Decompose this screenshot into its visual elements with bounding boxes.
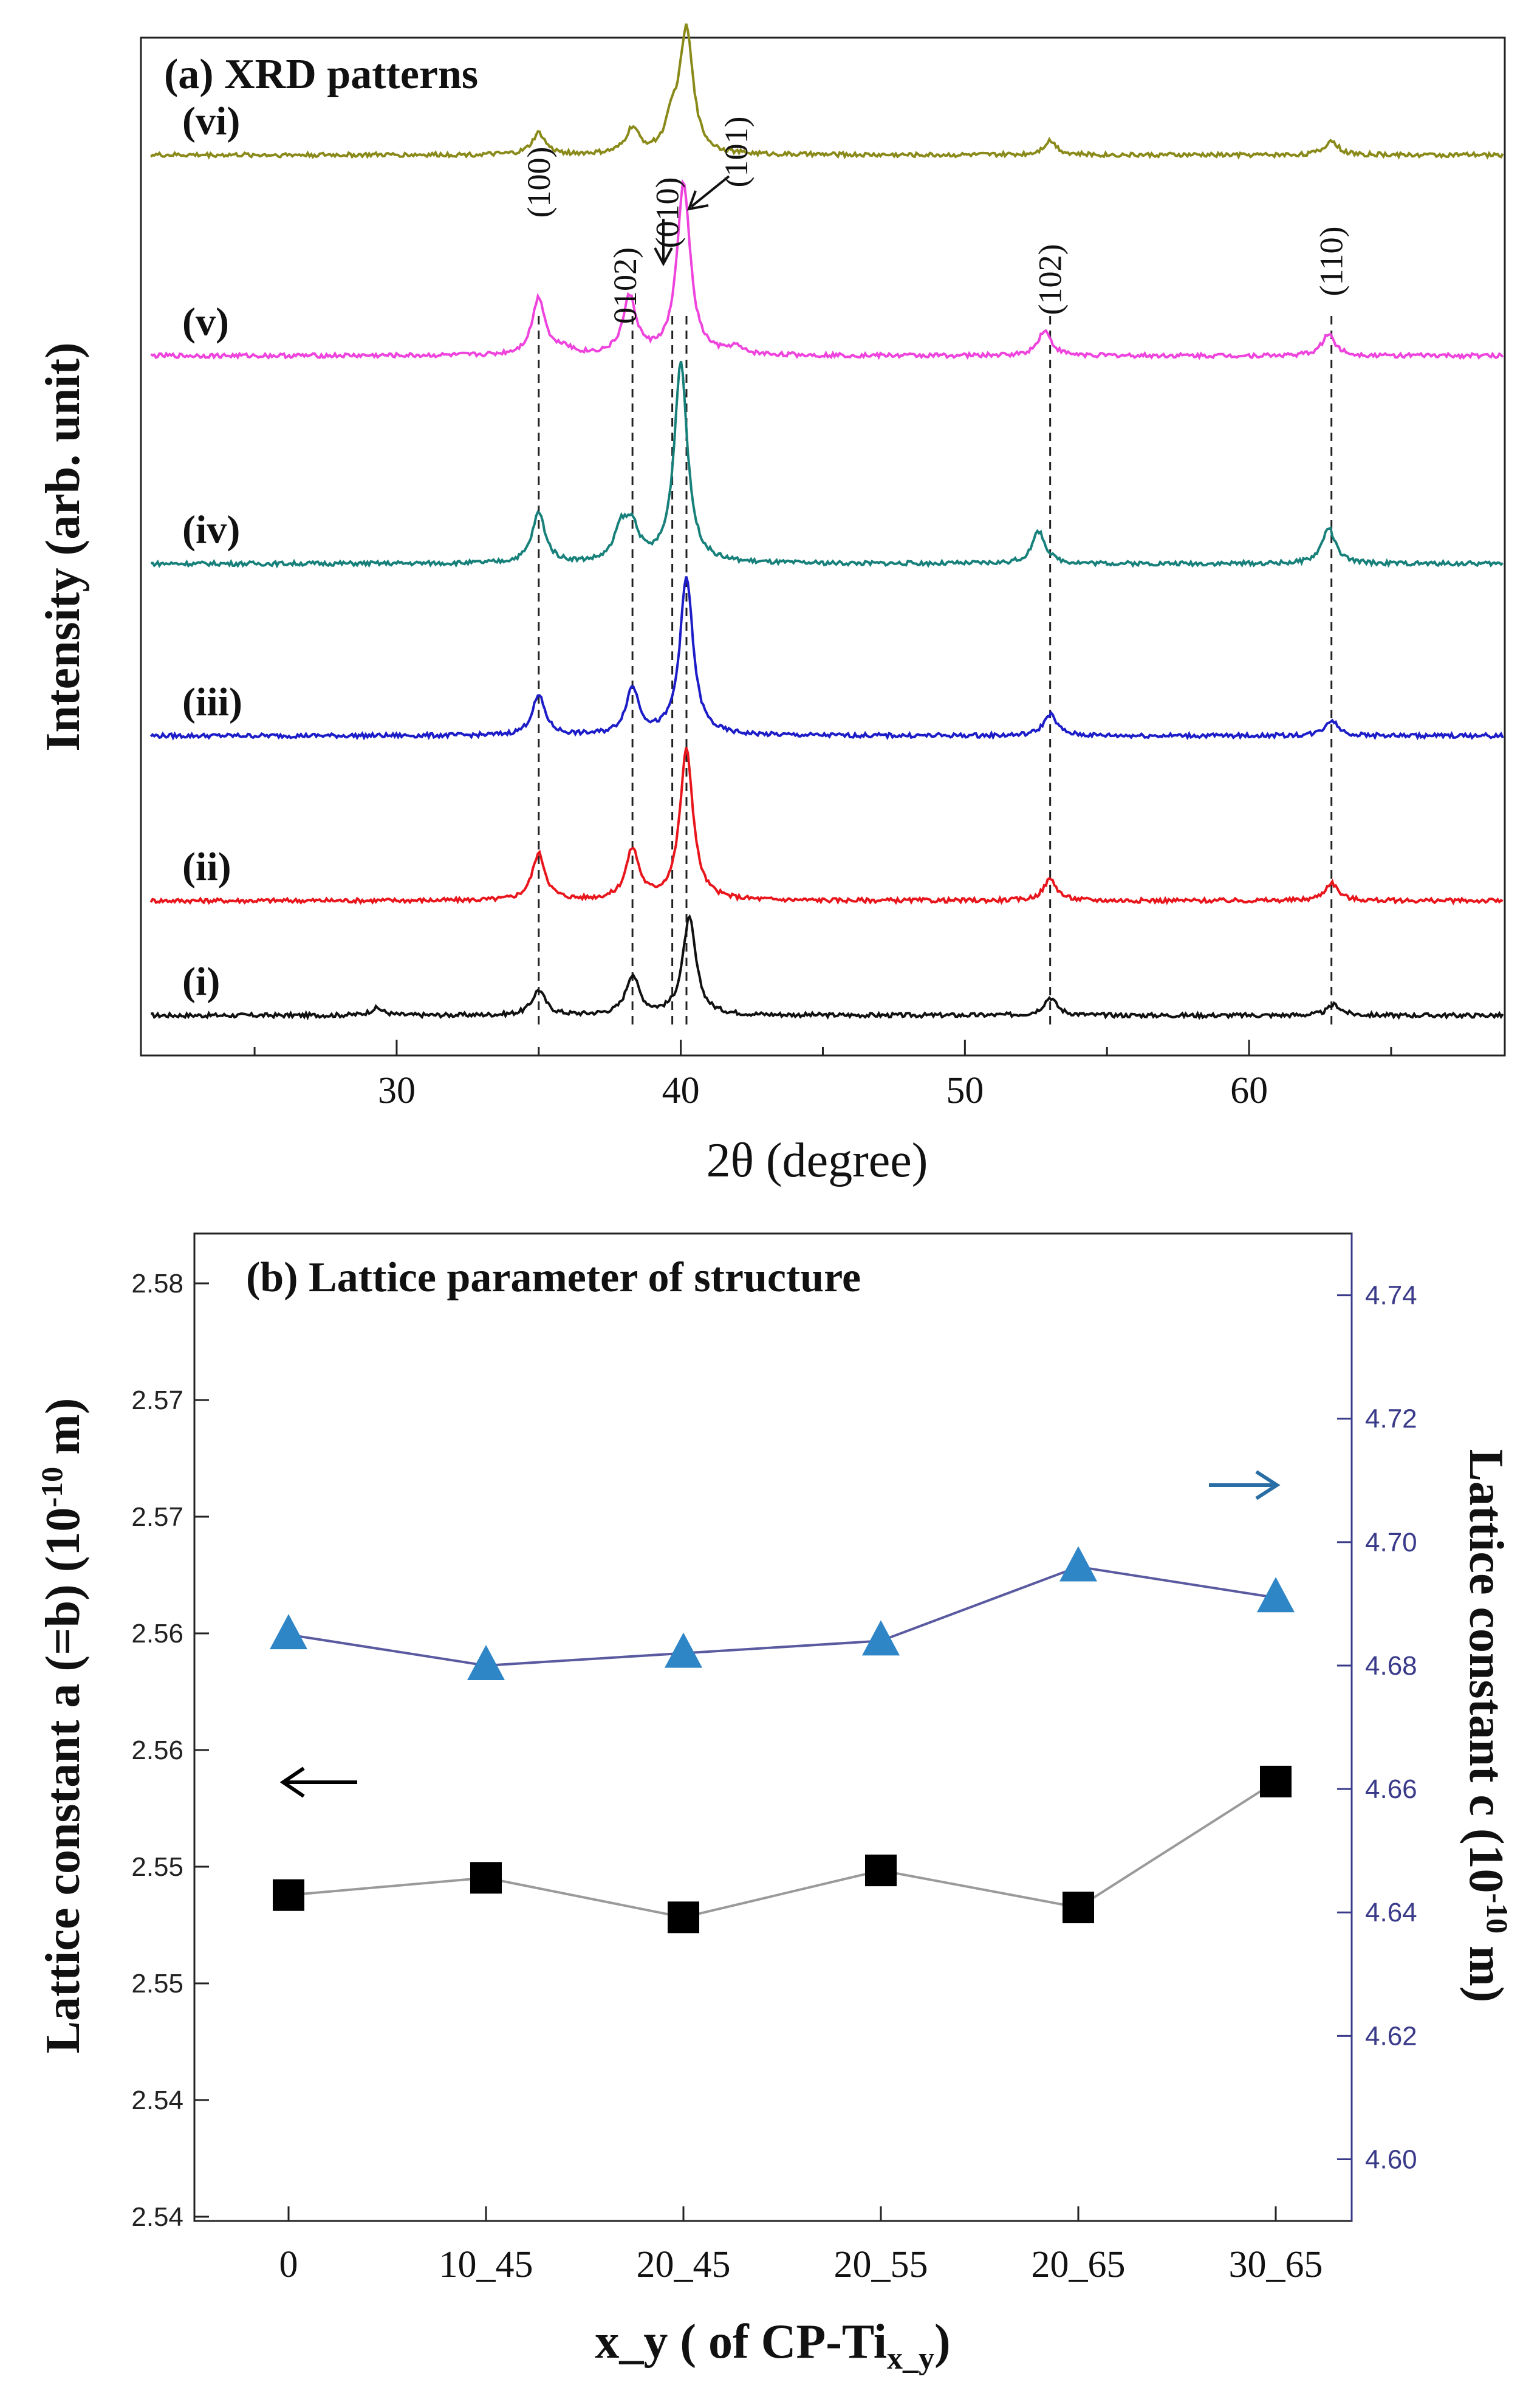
panel-a-title: (a) XRD patterns — [164, 51, 478, 98]
peak-label: (100) — [521, 147, 557, 218]
point-a-0 — [273, 1879, 304, 1911]
panel-b-title: (b) Lattice parameter of structure — [246, 1254, 861, 1301]
right-axis-ticks: 4.60 4.62 4.64 4.66 4.68 4.70 4.72 4.74 — [1337, 1281, 1417, 2174]
xrd-pattern-4 — [150, 179, 1504, 360]
point-c-0 — [270, 1614, 307, 1650]
series-line-a — [288, 1780, 1277, 1919]
panel-b-xlabel: x_y ( of CP-Tix_y) — [595, 2315, 950, 2376]
right-tick-label: 4.74 — [1365, 1281, 1417, 1311]
xrd-pattern-3 — [151, 360, 1504, 569]
xrd-pattern-1 — [149, 747, 1504, 905]
series-line-c — [288, 1565, 1276, 1667]
panel-b-frame — [193, 1232, 1353, 2222]
sample-label: (i) — [182, 959, 220, 1004]
right-tick-label: 4.72 — [1365, 1404, 1417, 1434]
category-label: 30_65 — [1229, 2244, 1323, 2285]
x-tick-label: 60 — [1230, 1070, 1268, 1111]
point-a-5 — [1260, 1765, 1292, 1797]
peak-labels: (100) 0102)(010) (101) (102) (110) — [521, 117, 1350, 324]
left-axis-arrow — [279, 1766, 357, 1798]
xrd-pattern-5 — [149, 23, 1504, 160]
x-tick-label: 40 — [662, 1070, 700, 1111]
sample-label: (vi) — [182, 99, 240, 143]
left-tick-label: 2.57 — [131, 1385, 183, 1415]
right-tick-label: 4.62 — [1365, 2021, 1417, 2051]
sample-label: (v) — [182, 300, 229, 344]
peak-label: (101) — [718, 117, 755, 188]
right-tick-label: 4.70 — [1365, 1528, 1417, 1557]
left-tick-label: 2.56 — [131, 1619, 183, 1649]
right-tick-label: 4.64 — [1365, 1898, 1417, 1927]
panel-a-ylabel: Intensity (arb. unit) — [36, 342, 90, 751]
sample-label: (iii) — [182, 680, 242, 724]
category-label: 20_65 — [1032, 2244, 1126, 2285]
panel-a-xrd: (a) XRD patterns (i) (ii) (iii) (iv) (v) (vi)… — [36, 23, 1506, 1187]
point-c-5 — [1257, 1577, 1295, 1613]
peak-label: (010) — [649, 177, 686, 249]
category-label: 20_45 — [637, 2244, 731, 2285]
left-tick-label: 2.55 — [131, 1969, 183, 1999]
point-a-4 — [1063, 1892, 1094, 1924]
panel-b-ylabel-right: Lattice constant c (10-10 m) — [1459, 1449, 1514, 2003]
arrow-010-head — [654, 247, 673, 267]
sample-label: (iv) — [182, 508, 240, 552]
point-a-1 — [470, 1862, 502, 1894]
category-label: 20_55 — [834, 2244, 928, 2285]
right-tick-label: 4.60 — [1365, 2144, 1417, 2174]
x-axis-categories: 0 10_45 20_45 20_55 20_65 30_65 — [279, 2206, 1323, 2285]
arrow-101 — [690, 175, 730, 208]
lattice-series — [270, 1546, 1295, 1934]
panel-a-frame — [140, 36, 1506, 1057]
left-tick-label: 2.56 — [131, 1735, 183, 1765]
peak-guides — [538, 316, 1333, 1027]
sample-labels: (i) (ii) (iii) (iv) (v) (vi) — [182, 99, 242, 1004]
left-tick-label: 2.54 — [131, 2085, 183, 2115]
point-c-2 — [665, 1632, 702, 1668]
point-a-2 — [668, 1901, 699, 1934]
x-tick-label: 50 — [946, 1070, 984, 1111]
point-c-1 — [467, 1644, 505, 1680]
right-tick-label: 4.68 — [1365, 1651, 1417, 1681]
point-c-4 — [1059, 1546, 1097, 1582]
category-label: 0 — [279, 2244, 298, 2285]
point-a-3 — [865, 1855, 897, 1887]
panel-b-ylabel-left: Lattice constant a (=b) (10-10 m) — [35, 1398, 90, 2054]
xrd-pattern-2 — [149, 576, 1504, 741]
point-c-3 — [862, 1620, 900, 1656]
left-tick-label: 2.54 — [131, 2202, 183, 2232]
sample-label: (ii) — [182, 845, 231, 889]
category-label: 10_45 — [439, 2244, 533, 2285]
right-axis-arrow — [1209, 1470, 1281, 1500]
xrd-series — [149, 23, 1504, 1021]
xrd-pattern-0 — [151, 914, 1504, 1021]
peak-label: (110) — [1313, 227, 1350, 297]
x-axis-ticks: 30 40 50 60 — [253, 1040, 1392, 1111]
left-tick-label: 2.55 — [131, 1852, 183, 1882]
left-axis-ticks: 2.54 2.54 2.55 2.55 2.56 2.56 2.57 2.57 2.58 — [131, 1269, 209, 2232]
x-tick-label: 30 — [378, 1070, 416, 1111]
left-tick-label: 2.57 — [131, 1502, 183, 1532]
panel-b-lattice: (b) Lattice parameter of structure 2.542… — [35, 1232, 1514, 2376]
left-tick-label: 2.58 — [131, 1269, 183, 1299]
peak-label: (102) — [1032, 244, 1069, 315]
peak-label: 0102) — [607, 247, 643, 324]
right-tick-label: 4.66 — [1365, 1774, 1417, 1804]
arrow-101-head — [686, 190, 709, 211]
panel-a-xlabel: 2θ (degree) — [707, 1134, 928, 1187]
